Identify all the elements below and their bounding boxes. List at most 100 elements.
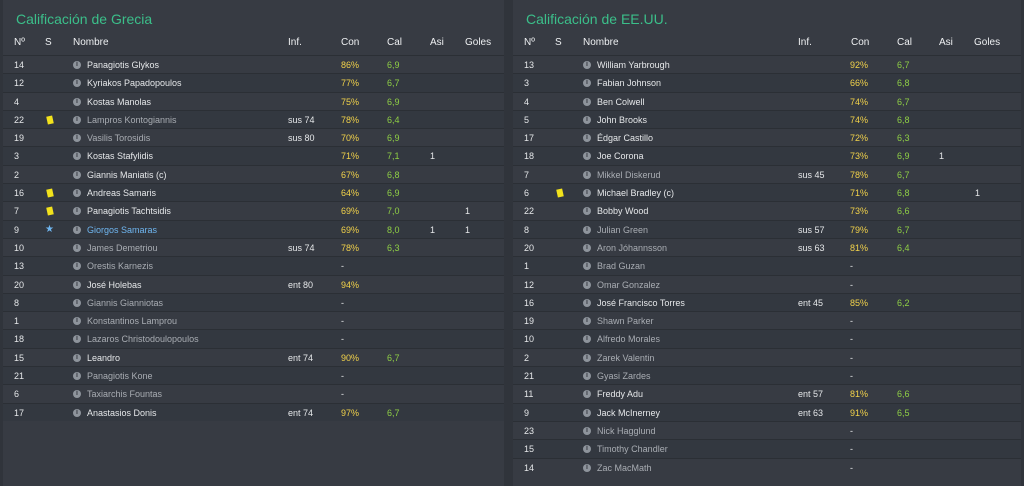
player-row[interactable]: 8 i Giannis Gianniotas - [3,292,504,312]
info-icon[interactable]: i [583,170,591,179]
info-icon[interactable]: i [583,134,591,143]
player-row[interactable]: 13 i Orestis Karnezis - [3,256,504,275]
header-assists[interactable]: Asi [430,37,444,48]
header-condition[interactable]: Con [851,37,870,48]
player-name[interactable]: Anastasios Donis [87,407,157,418]
info-icon[interactable]: i [583,426,591,435]
player-row[interactable]: 12 i Kyriakos Papadopoulos 77% 6,7 [3,73,504,92]
player-row[interactable]: 23 i Nick Hagglund - [513,420,1021,439]
player-name[interactable]: Alfredo Morales [597,334,661,345]
info-icon[interactable]: i [583,280,591,289]
player-row[interactable]: 15 i Leandro ent 74 90% 6,7 [3,347,504,366]
player-row[interactable]: 4 i Kostas Manolas 75% 6,9 [3,91,504,110]
player-name[interactable]: Giannis Gianniotas [87,297,164,308]
info-icon[interactable]: i [583,115,591,124]
player-name[interactable]: Lazaros Christodoulopoulos [87,334,199,345]
player-row[interactable]: 10 i Alfredo Morales - [513,329,1021,348]
info-icon[interactable]: i [73,189,81,198]
player-row[interactable]: 15 i Timothy Chandler - [513,439,1021,458]
info-icon[interactable]: i [583,79,591,88]
info-icon[interactable]: i [73,353,81,362]
player-name[interactable]: William Yarbrough [597,60,670,70]
player-name[interactable]: Giorgos Samaras [87,224,158,235]
player-name[interactable]: Giannis Maniatis (c) [87,169,167,180]
info-icon[interactable]: i [583,390,591,399]
info-icon[interactable]: i [583,408,591,417]
player-name[interactable]: Panagiotis Glykos [87,60,160,70]
header-goals[interactable]: Goles [465,37,492,48]
info-icon[interactable]: i [73,170,81,179]
info-icon[interactable]: i [583,61,591,69]
info-icon[interactable]: i [583,353,591,362]
header-condition[interactable]: Con [341,37,360,48]
info-icon[interactable]: i [73,152,81,161]
info-icon[interactable]: i [583,207,591,216]
player-name[interactable]: Vasilis Torosidis [87,133,151,144]
info-icon[interactable]: i [583,335,591,344]
player-name[interactable]: Ben Colwell [597,96,645,107]
player-name[interactable]: Shawn Parker [597,316,654,327]
player-name[interactable]: Kostas Stafylidis [87,151,154,162]
player-row[interactable]: 7 i Mikkel Diskerud sus 45 78% 6,7 [513,164,1021,183]
info-icon[interactable]: i [73,207,81,216]
player-name[interactable]: Orestis Karnezis [87,261,154,272]
player-row[interactable]: 6 i Taxiarchis Fountas - [3,384,504,402]
player-row[interactable]: 22 i Lampros Kontogiannis sus 74 78% 6,4 [3,109,504,129]
player-name[interactable]: Bobby Wood [597,206,649,217]
player-row[interactable]: 14 i Zac MacMath - [513,457,1021,476]
header-number[interactable]: Nº [14,37,25,48]
player-row[interactable]: 2 i Zarek Valentin - [513,347,1021,366]
player-name[interactable]: Panagiotis Kone [87,371,153,382]
player-row[interactable]: 18 i Lazaros Christodoulopoulos - [3,329,504,348]
header-goals[interactable]: Goles [974,37,1001,48]
info-icon[interactable]: i [73,225,81,234]
player-row[interactable]: 12 i Omar Gonzalez - [513,274,1021,293]
header-rating[interactable]: Cal [897,37,913,48]
player-name[interactable]: Gyasi Zardes [597,371,651,382]
player-name[interactable]: Fabian Johnson [597,78,662,89]
info-icon[interactable]: i [73,390,81,399]
player-row[interactable]: 4 i Ben Colwell 74% 6,7 [513,91,1021,110]
player-row[interactable]: 17 i Anastasios Donis ent 74 97% 6,7 [3,402,504,421]
player-row[interactable]: 22 i Bobby Wood 73% 6,6 [513,201,1021,219]
info-icon[interactable]: i [73,243,81,252]
player-row[interactable]: 20 i José Holebas ent 80 94% [3,274,504,293]
player-name[interactable]: Kyriakos Papadopoulos [87,78,182,89]
header-name[interactable]: Nombre [583,37,619,48]
info-icon[interactable]: i [73,280,81,289]
player-row[interactable]: 9 ★ i Giorgos Samaras 69% 8,0 1 1 [3,219,504,238]
info-icon[interactable]: i [583,372,591,381]
player-row[interactable]: 10 i James Demetriou sus 74 78% 6,3 [3,237,504,256]
player-row[interactable]: 16 i Andreas Samaris 64% 6,9 [3,183,504,202]
info-icon[interactable]: i [73,115,81,124]
player-name[interactable]: Zarek Valentin [597,352,655,363]
player-row[interactable]: 3 i Kostas Stafylidis 71% 7,1 1 [3,146,504,165]
player-name[interactable]: Omar Gonzalez [597,279,661,290]
player-name[interactable]: Timothy Chandler [597,444,668,455]
player-row[interactable]: 16 i José Francisco Torres ent 45 85% 6,2 [513,292,1021,312]
player-row[interactable]: 1 i Brad Guzan - [513,256,1021,275]
header-number[interactable]: Nº [524,37,535,48]
player-name[interactable]: Andreas Samaris [87,188,157,199]
player-row[interactable]: 6 i Michael Bradley (c) 71% 6,8 1 [513,183,1021,202]
info-icon[interactable]: i [73,317,81,326]
player-row[interactable]: 5 i John Brooks 74% 6,8 [513,109,1021,129]
player-row[interactable]: 8 i Julian Green sus 57 79% 6,7 [513,219,1021,238]
player-name[interactable]: Jack McInerney [597,407,661,418]
player-row[interactable]: 17 i Édgar Castillo 72% 6,3 [513,128,1021,146]
info-icon[interactable]: i [73,61,81,69]
player-name[interactable]: José Holebas [87,279,142,290]
player-name[interactable]: Taxiarchis Fountas [87,389,163,400]
player-name[interactable]: Aron Jóhannsson [597,242,668,253]
player-row[interactable]: 20 i Aron Jóhannsson sus 63 81% 6,4 [513,237,1021,256]
player-row[interactable]: 19 i Shawn Parker - [513,311,1021,329]
player-row[interactable]: 2 i Giannis Maniatis (c) 67% 6,8 [3,164,504,183]
info-icon[interactable]: i [73,97,81,106]
info-icon[interactable]: i [73,298,81,307]
player-name[interactable]: Brad Guzan [597,261,646,272]
player-name[interactable]: Julian Green [597,224,649,235]
info-icon[interactable]: i [583,225,591,234]
info-icon[interactable]: i [583,152,591,161]
header-rating[interactable]: Cal [387,37,403,48]
info-icon[interactable]: i [583,463,591,472]
